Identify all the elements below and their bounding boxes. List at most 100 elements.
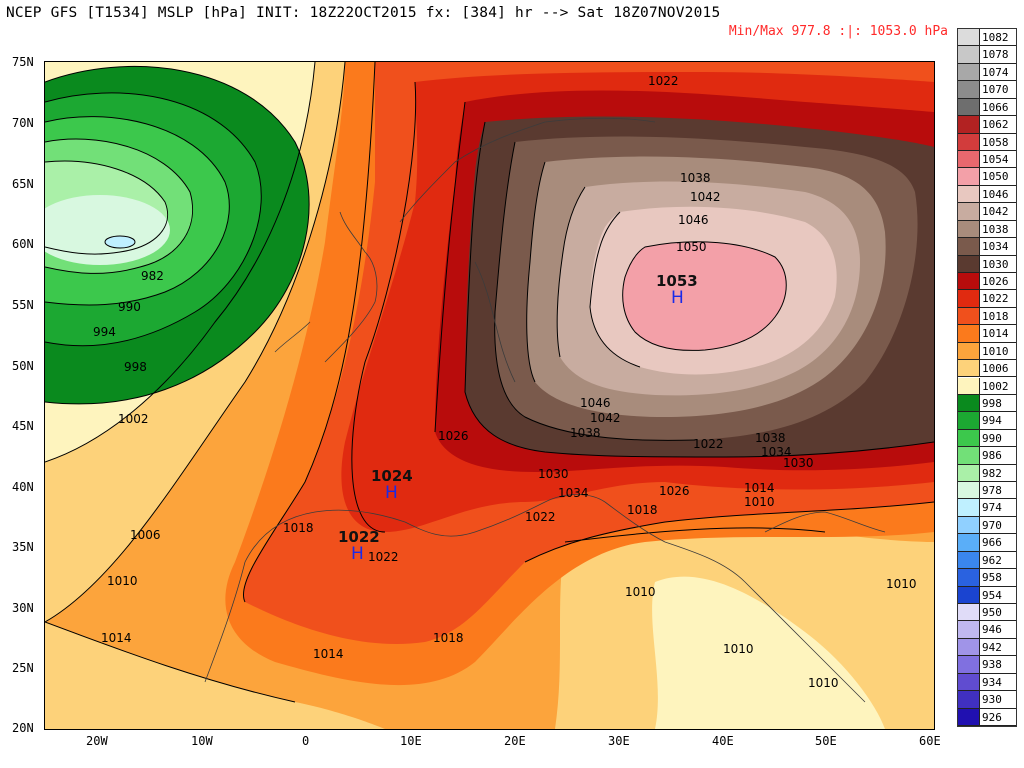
contour-label: 1002	[118, 412, 149, 426]
legend-label: 1054	[982, 152, 1009, 166]
contour-label: 1034	[558, 486, 589, 500]
legend-swatch	[958, 377, 980, 394]
legend-label: 946	[982, 623, 1002, 637]
lon-label: 20E	[504, 734, 526, 748]
legend-label: 942	[982, 640, 1002, 654]
contour-label: 1010	[107, 574, 138, 588]
contour-label: 1018	[283, 521, 314, 535]
legend-label: 1026	[982, 274, 1009, 288]
contour-label: 1022	[693, 437, 724, 451]
lon-label: 10E	[400, 734, 422, 748]
legend-level-994: 994	[958, 412, 1016, 430]
legend-level-954: 954	[958, 586, 1016, 605]
contour-label: 1042	[590, 411, 621, 425]
legend-label: 986	[982, 449, 1002, 463]
legend-swatch	[958, 116, 980, 133]
contour-label: 1026	[659, 484, 690, 498]
pressure-map: 1022 982 990 994 998 1002 1006 1010 1014…	[44, 61, 935, 730]
lon-label: 60E	[919, 734, 941, 748]
contour-label: 1018	[627, 503, 658, 517]
coastlines	[204, 117, 886, 703]
legend-swatch	[958, 81, 980, 98]
legend-swatch	[958, 708, 980, 725]
legend-label: 1014	[982, 327, 1009, 341]
contour-label: 1046	[678, 213, 709, 227]
legend-level-926: 926	[958, 708, 1016, 726]
legend-level-958: 958	[958, 569, 1016, 587]
legend-label: 1066	[982, 100, 1009, 114]
contour-label: 1010	[808, 676, 839, 690]
legend-label: 1034	[982, 240, 1009, 254]
legend-label: 1022	[982, 292, 1009, 306]
legend-level-930: 930	[958, 691, 1016, 709]
legend-swatch	[958, 691, 980, 708]
contour-label: 1026	[438, 429, 469, 443]
lat-label: 65N	[12, 177, 34, 191]
contour-label: 1022	[648, 74, 679, 88]
legend-level-970: 970	[958, 516, 1016, 535]
contour-label: 1014	[744, 481, 775, 495]
legend-level-986: 986	[958, 447, 1016, 465]
high-center-value: 1053	[656, 272, 698, 290]
legend-level-1058: 1058	[958, 133, 1016, 151]
legend-swatch	[958, 150, 980, 168]
legend-level-1038: 1038	[958, 220, 1016, 239]
contour-label: 1046	[580, 396, 611, 410]
legend-label: 954	[982, 588, 1002, 602]
lat-label: 30N	[12, 601, 34, 615]
contour-label: 1014	[101, 631, 132, 645]
contour-labels: 1022 982 990 994 998 1002 1006 1010 1014…	[93, 74, 917, 690]
legend-level-1006: 1006	[958, 360, 1016, 378]
pressure-legend: 1082 1078 1074 1070 1066 1062 1058 1054 1050 1046…	[957, 28, 1017, 727]
legend-swatch	[958, 412, 980, 429]
legend-level-990: 990	[958, 429, 1016, 448]
legend-level-1010: 1010	[958, 342, 1016, 361]
map-title: NCEP GFS [T1534] MSLP [hPa] INIT: 18Z22O…	[6, 5, 721, 21]
contour-label: 1042	[690, 190, 721, 204]
legend-label: 1050	[982, 170, 1009, 184]
contour-label: 1010	[723, 642, 754, 656]
lon-label: 50E	[815, 734, 837, 748]
legend-level-1030: 1030	[958, 255, 1016, 273]
legend-swatch	[958, 482, 980, 499]
legend-label: 994	[982, 414, 1002, 428]
legend-swatch	[958, 360, 980, 377]
legend-level-1002: 1002	[958, 377, 1016, 395]
legend-label: 1042	[982, 205, 1009, 219]
lon-label: 10W	[191, 734, 213, 748]
legend-level-1026: 1026	[958, 272, 1016, 291]
legend-level-1082: 1082	[958, 29, 1016, 47]
legend-label: 1078	[982, 48, 1009, 62]
legend-level-946: 946	[958, 621, 1016, 639]
lon-label: 20W	[86, 734, 108, 748]
legend-label: 1062	[982, 118, 1009, 132]
legend-label: 1006	[982, 362, 1009, 376]
lat-label: 20N	[12, 721, 34, 735]
legend-swatch	[958, 325, 980, 342]
lat-label: 55N	[12, 298, 34, 312]
contour-label: 1038	[570, 426, 601, 440]
legend-swatch	[958, 569, 980, 586]
legend-level-1018: 1018	[958, 307, 1016, 326]
zone-1050	[622, 241, 787, 351]
legend-swatch	[958, 656, 980, 673]
contour-label: 1010	[744, 495, 775, 509]
legend-level-1014: 1014	[958, 325, 1016, 343]
legend-swatch	[958, 499, 980, 516]
legend-label: 958	[982, 571, 1002, 585]
legend-swatch	[958, 551, 980, 569]
contour-label: 1006	[130, 528, 161, 542]
lat-label: 70N	[12, 116, 34, 130]
legend-label: 1018	[982, 309, 1009, 323]
legend-label: 1070	[982, 83, 1009, 97]
legend-swatch	[958, 447, 980, 464]
lat-label: 45N	[12, 419, 34, 433]
legend-swatch	[958, 638, 980, 656]
high-center-symbol: H	[671, 288, 684, 308]
legend-level-1078: 1078	[958, 46, 1016, 64]
high-center-value: 1022	[338, 528, 380, 546]
legend-level-1054: 1054	[958, 150, 1016, 169]
contour-label: 1038	[680, 171, 711, 185]
contour-label: 1010	[625, 585, 656, 599]
legend-label: 1082	[982, 31, 1009, 44]
